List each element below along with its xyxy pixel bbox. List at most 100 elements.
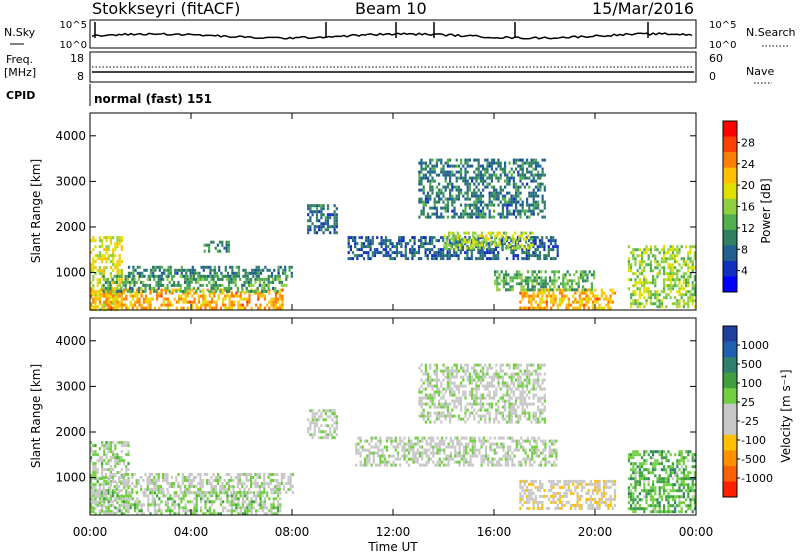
- power-cell: [171, 278, 173, 281]
- velocity-cell: [432, 440, 434, 443]
- power-cell: [99, 257, 101, 260]
- power-cell: [114, 293, 116, 296]
- power-cell: [528, 165, 530, 168]
- velocity-cell: [169, 485, 171, 488]
- power-cell: [532, 244, 534, 247]
- power-cell: [515, 198, 517, 201]
- power-cell: [672, 248, 674, 251]
- velocity-cell: [450, 458, 452, 461]
- power-cell: [128, 266, 130, 269]
- power-cell: [275, 307, 277, 310]
- velocity-cell: [368, 458, 370, 461]
- velocity-cell: [368, 449, 370, 452]
- velocity-cell: [426, 440, 428, 443]
- power-cell: [678, 287, 680, 290]
- velocity-cell: [320, 415, 322, 418]
- power-cell: [146, 269, 148, 272]
- power-cell: [612, 289, 614, 292]
- velocity-cell: [138, 482, 140, 485]
- velocity-cell: [485, 458, 487, 461]
- power-cell: [449, 251, 451, 254]
- y-tick-label: 4000: [55, 129, 86, 143]
- power-cell: [119, 269, 121, 272]
- velocity-cell: [318, 415, 320, 418]
- velocity-cell: [427, 373, 429, 376]
- power-cell: [238, 269, 240, 272]
- power-cell: [329, 213, 331, 216]
- power-cell: [506, 174, 508, 177]
- power-cell: [533, 177, 535, 180]
- power-cell: [121, 307, 123, 310]
- velocity-cell: [469, 382, 471, 385]
- power-cell: [612, 301, 614, 304]
- power-cell: [513, 159, 515, 162]
- velocity-cell: [237, 485, 239, 488]
- power-cell: [584, 273, 586, 276]
- velocity-cell: [99, 497, 101, 500]
- power-cell: [186, 284, 188, 287]
- power-cell: [460, 204, 462, 207]
- velocity-cell: [436, 376, 438, 379]
- velocity-cell: [436, 406, 438, 409]
- power-cell: [484, 204, 486, 207]
- power-cell: [645, 281, 647, 284]
- power-cell: [467, 180, 469, 183]
- power-cell: [634, 272, 636, 275]
- power-cell: [116, 263, 118, 266]
- power-cell: [436, 201, 438, 204]
- power-cell: [160, 281, 162, 284]
- power-cell: [212, 275, 214, 278]
- velocity-cell: [254, 485, 256, 488]
- power-cell: [530, 162, 532, 165]
- power-cell: [516, 276, 518, 279]
- power-cell: [539, 183, 541, 186]
- power-cell: [336, 225, 338, 228]
- power-cell: [256, 275, 258, 278]
- velocity-cell: [158, 491, 160, 494]
- power-cell: [687, 263, 689, 266]
- velocity-cell: [417, 461, 419, 464]
- velocity-cell: [480, 415, 482, 418]
- power-cell: [267, 269, 269, 272]
- velocity-cell: [196, 506, 198, 509]
- velocity-cell: [122, 473, 124, 476]
- power-cell: [537, 204, 539, 207]
- power-cell: [519, 165, 521, 168]
- velocity-cell: [149, 503, 151, 506]
- power-cell: [588, 307, 590, 310]
- noise-right-tick-top: 10^5: [709, 20, 736, 31]
- power-cell: [230, 281, 232, 284]
- velocity-cell: [461, 443, 463, 446]
- velocity-cell: [465, 461, 467, 464]
- velocity-cell: [259, 485, 261, 488]
- power-cell: [687, 266, 689, 269]
- power-cell: [519, 204, 521, 207]
- velocity-cell: [475, 403, 477, 406]
- velocity-cell: [116, 501, 118, 504]
- velocity-cell: [467, 379, 469, 382]
- velocity-cell: [125, 509, 127, 512]
- power-cell: [442, 186, 444, 189]
- power-cell: [425, 251, 427, 254]
- velocity-cell: [449, 376, 451, 379]
- power-cell: [132, 298, 134, 301]
- velocity-cell: [529, 464, 531, 467]
- power-cell: [152, 275, 154, 278]
- velocity-cell: [425, 373, 427, 376]
- power-cell: [274, 290, 276, 293]
- velocity-cell: [103, 453, 105, 456]
- power-cell: [150, 272, 152, 275]
- power-cell: [517, 174, 519, 177]
- velocity-cell: [464, 373, 466, 376]
- power-cell: [478, 207, 480, 210]
- power-cell: [530, 195, 532, 198]
- power-cell: [314, 228, 316, 231]
- power-cell: [423, 177, 425, 180]
- velocity-cell: [92, 501, 94, 504]
- power-cell: [255, 304, 257, 307]
- power-cell: [527, 247, 529, 250]
- velocity-cell: [92, 483, 94, 486]
- velocity-cell: [277, 500, 279, 503]
- power-cell: [568, 307, 570, 310]
- power-cell: [130, 301, 132, 304]
